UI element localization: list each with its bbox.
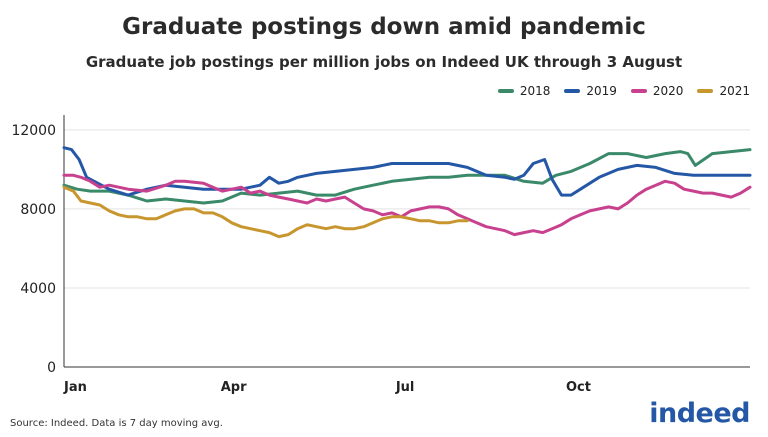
legend-label-2021: 2021 [719,84,750,98]
legend-item-2021: 2021 [697,84,750,98]
legend-item-2020: 2020 [630,84,684,98]
legend-label-2019: 2019 [586,84,617,98]
series-line-2021 [62,185,469,239]
legend-item-2018: 2018 [497,84,551,98]
legend-swatch-2021 [697,89,714,93]
legend-item-2019: 2019 [564,84,617,98]
chart-legend: 2018 2019 2020 2021 [497,84,750,98]
x-tick-label-oct: Oct [566,380,591,395]
series-line-2018 [62,148,752,205]
source-note: Source: Indeed. Data is 7 day moving avg… [10,418,223,429]
logo-text: indeed [649,398,750,429]
legend-swatch-2020 [630,89,647,93]
legend-label-2018: 2018 [519,84,551,98]
series-line-2020 [62,173,752,237]
legend-swatch-2018 [497,89,514,93]
chart-subtitle: Graduate job postings per million jobs o… [85,53,683,71]
y-tick-label-4000: 4000 [20,281,56,297]
x-tick-label-jan: Jan [63,380,87,395]
x-tick-label-apr: Apr [221,380,247,395]
legend-swatch-2019 [564,89,581,93]
legend-label-2020: 2020 [652,84,684,98]
y-tick-label-0: 0 [47,360,56,376]
indeed-logo: indeed [649,398,750,429]
chart-title: Graduate postings down amid pandemic [122,14,646,40]
y-tick-label-12000: 12000 [11,123,56,139]
y-tick-label-8000: 8000 [20,202,56,218]
x-tick-label-jul: Jul [395,380,415,395]
